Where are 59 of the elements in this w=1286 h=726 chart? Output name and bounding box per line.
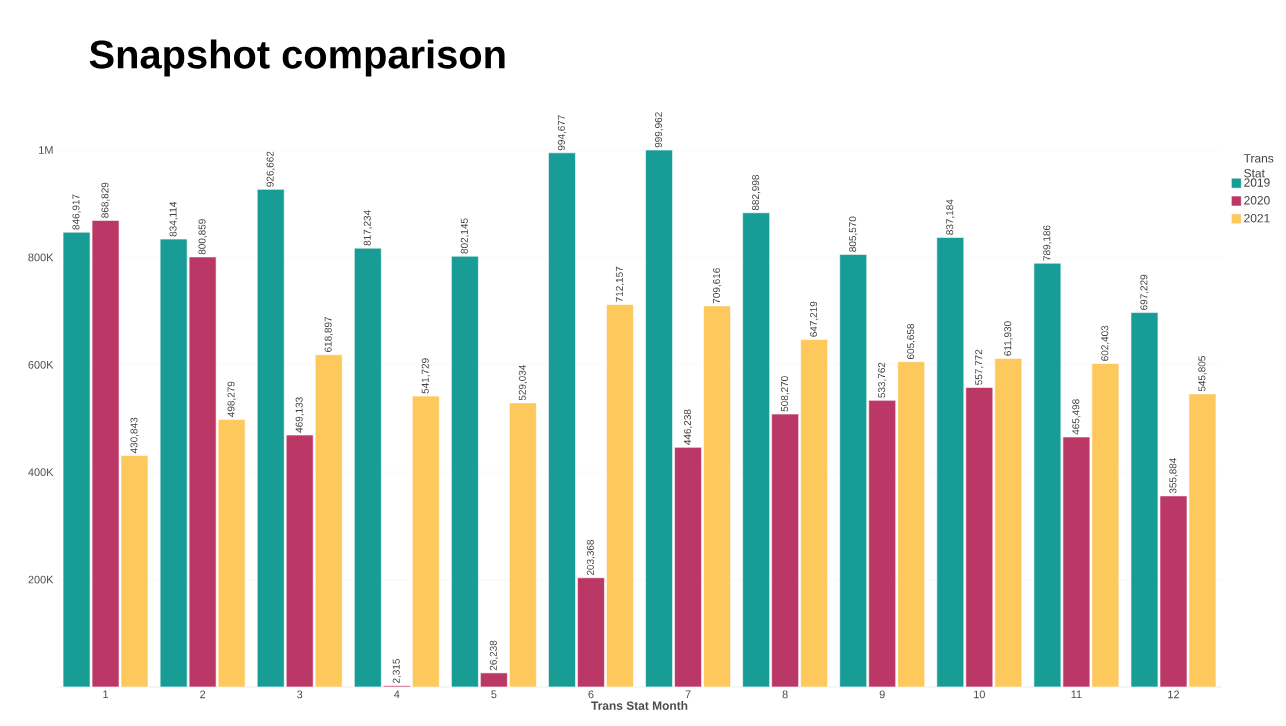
y-tick-label: 400K (28, 468, 54, 477)
legend-label: 2020 (1244, 196, 1270, 205)
data-label: 355,884 (1169, 457, 1178, 494)
x-tick-label: 12 (1168, 690, 1180, 699)
data-label: 800,859 (198, 219, 207, 255)
data-label: 647,219 (810, 301, 819, 337)
x-tick-label: 11 (1071, 690, 1082, 699)
data-label: 805,570 (849, 216, 858, 252)
data-label: 789,186 (1043, 225, 1052, 261)
data-label: 817,234 (363, 210, 372, 246)
data-label: 611,930 (1004, 321, 1013, 356)
y-tick-label: 1M (39, 146, 53, 154)
x-tick-label: 5 (491, 690, 497, 699)
data-label: 837,184 (946, 199, 955, 235)
x-tick-label: 10 (974, 690, 985, 699)
data-label: 697,229 (1140, 274, 1149, 310)
data-label: 465,498 (1072, 399, 1081, 435)
data-label: 994,677 (557, 115, 567, 151)
data-label: 498,279 (227, 381, 236, 417)
y-tick-label: 800K (28, 253, 54, 262)
data-label: 618,897 (324, 316, 333, 352)
data-label: 602,403 (1101, 325, 1110, 361)
x-tick-label: 9 (879, 690, 885, 699)
data-label: 203,368 (586, 540, 596, 576)
data-label: 469,133 (295, 397, 304, 433)
data-label: 533,762 (878, 362, 887, 398)
data-label: 508,270 (781, 376, 790, 412)
x-tick-label: 3 (297, 690, 303, 699)
data-label: 605,658 (907, 323, 916, 360)
data-label: 2,315 (392, 659, 401, 684)
legend-label: 2019 (1244, 178, 1270, 187)
y-tick-label: 600K (28, 360, 54, 369)
data-label: 999,962 (654, 112, 664, 148)
data-label: 446,238 (683, 409, 693, 445)
data-label: 802,145 (460, 218, 470, 254)
x-tick-label: 7 (685, 690, 691, 699)
data-label: 26,238 (489, 640, 499, 671)
chart-title: Snapshot comparison (89, 39, 505, 77)
data-label: 557,772 (975, 349, 984, 385)
x-tick-label: 2 (200, 690, 206, 699)
data-label: 868,829 (101, 182, 110, 218)
legend-title: Trans Stat (1243, 154, 1274, 178)
data-label: 430,843 (130, 417, 139, 454)
data-label: 529,034 (518, 364, 528, 401)
x-tick-label: 4 (394, 690, 400, 699)
data-label: 926,662 (266, 151, 275, 187)
x-tick-label: 6 (588, 690, 594, 699)
y-tick-label: 200K (28, 575, 54, 584)
x-tick-label: 1 (103, 690, 109, 699)
data-label: 846,917 (72, 194, 81, 230)
data-label: 834,114 (169, 201, 178, 237)
data-label: 712,157 (615, 266, 625, 302)
data-label: 545,805 (1198, 356, 1207, 392)
data-label: 882,998 (752, 175, 761, 211)
data-label: 541,729 (421, 358, 430, 394)
legend-label: 2021 (1244, 213, 1270, 223)
x-axis-title: Trans Stat Month (591, 701, 688, 710)
data-label: 709,616 (712, 268, 722, 304)
x-tick-label: 8 (782, 690, 788, 699)
